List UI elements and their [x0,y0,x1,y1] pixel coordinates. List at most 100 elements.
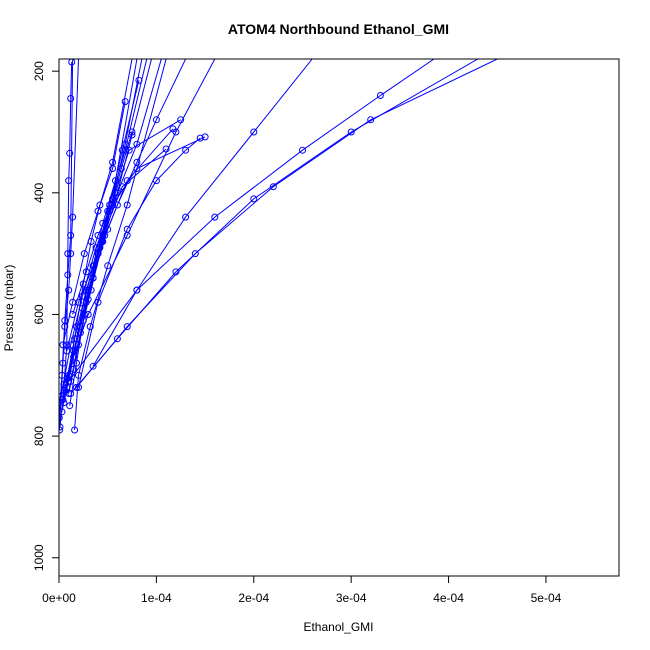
data-point [201,133,209,141]
data-point [84,286,92,294]
data-point [65,286,73,294]
data-point [118,146,126,154]
x-axis: 0e+00 1e-04 2e-04 3e-04 4e-04 5e-04 [42,575,562,605]
data-point [61,317,69,324]
data-point [121,146,129,154]
data-point [152,177,160,185]
data-point [67,390,75,397]
data-point [162,145,170,153]
data-point [177,116,185,124]
x-tick-label: 3e-04 [336,591,367,605]
data-point [109,201,117,209]
data-point [67,95,75,102]
data-point [104,207,112,215]
data-point [59,408,66,416]
data-point [94,207,102,215]
data-point [82,286,90,294]
data-point [59,423,64,431]
profile-line [92,59,313,367]
data-point [123,323,131,331]
y-tick-label: 800 [32,426,46,446]
data-point [76,323,84,331]
data-point [59,341,67,349]
data-point [69,213,77,221]
data-point [82,268,90,276]
data-point [269,183,277,191]
data-point [106,207,114,215]
data-point [109,165,117,172]
data-point [123,177,131,185]
data-point [133,158,141,166]
data-point [84,311,92,318]
data-point [82,298,90,306]
x-tick-label: 1e-04 [141,591,172,605]
data-point [113,189,121,197]
y-tick-label: 200 [32,61,46,81]
data-point [112,177,119,185]
data-point [63,347,71,355]
data-point [99,219,107,227]
data-point [182,213,190,221]
data-point [123,201,131,209]
y-axis: 200 400 600 800 1000 [32,61,60,571]
data-point [86,323,94,331]
plot-lines [59,59,498,431]
data-point [99,231,107,239]
data-point [87,238,95,245]
data-point [182,146,190,154]
data-point [196,134,204,142]
data-point [80,311,88,318]
data-point [78,304,86,312]
plot-frame [58,58,620,577]
data-point [75,371,82,379]
data-point [376,92,384,99]
profile-line [74,59,167,431]
data-point [250,195,258,203]
data-point [89,362,97,370]
data-point [66,402,74,410]
data-point [60,399,68,407]
data-point [211,213,219,221]
data-point [89,274,97,282]
y-tick-label: 1000 [32,544,46,571]
data-point [69,311,77,318]
data-point [60,380,68,388]
data-point [94,231,102,239]
data-point [121,98,129,106]
data-point [250,128,258,136]
data-point [128,128,136,136]
profile-line [63,59,216,385]
data-point [78,292,86,300]
data-point [71,335,79,343]
data-point [172,268,180,276]
data-point [73,323,80,331]
data-point [104,262,112,270]
data-point [172,128,180,136]
chart-title: ATOM4 Northbound Ethanol_GMI [228,21,449,37]
data-point [125,146,133,154]
x-tick-label: 4e-04 [433,591,464,605]
data-point [73,335,80,343]
data-point [75,383,82,391]
data-point [59,393,65,401]
data-point [92,244,100,252]
data-point [152,116,160,124]
data-point [59,371,66,379]
data-point [73,359,80,367]
data-point [75,341,82,349]
data-point [64,271,72,279]
data-point [67,250,75,258]
data-point [101,231,109,239]
data-point [64,374,72,382]
data-point [113,335,121,343]
y-tick-label: 600 [32,304,46,324]
x-tick-label: 5e-04 [531,591,562,605]
data-point [133,286,141,294]
x-axis-label: Ethanol_GMI [303,620,373,634]
profile-line [66,119,181,388]
data-point [70,365,78,373]
data-point [80,250,88,258]
data-point [94,298,102,306]
data-point [118,183,126,191]
